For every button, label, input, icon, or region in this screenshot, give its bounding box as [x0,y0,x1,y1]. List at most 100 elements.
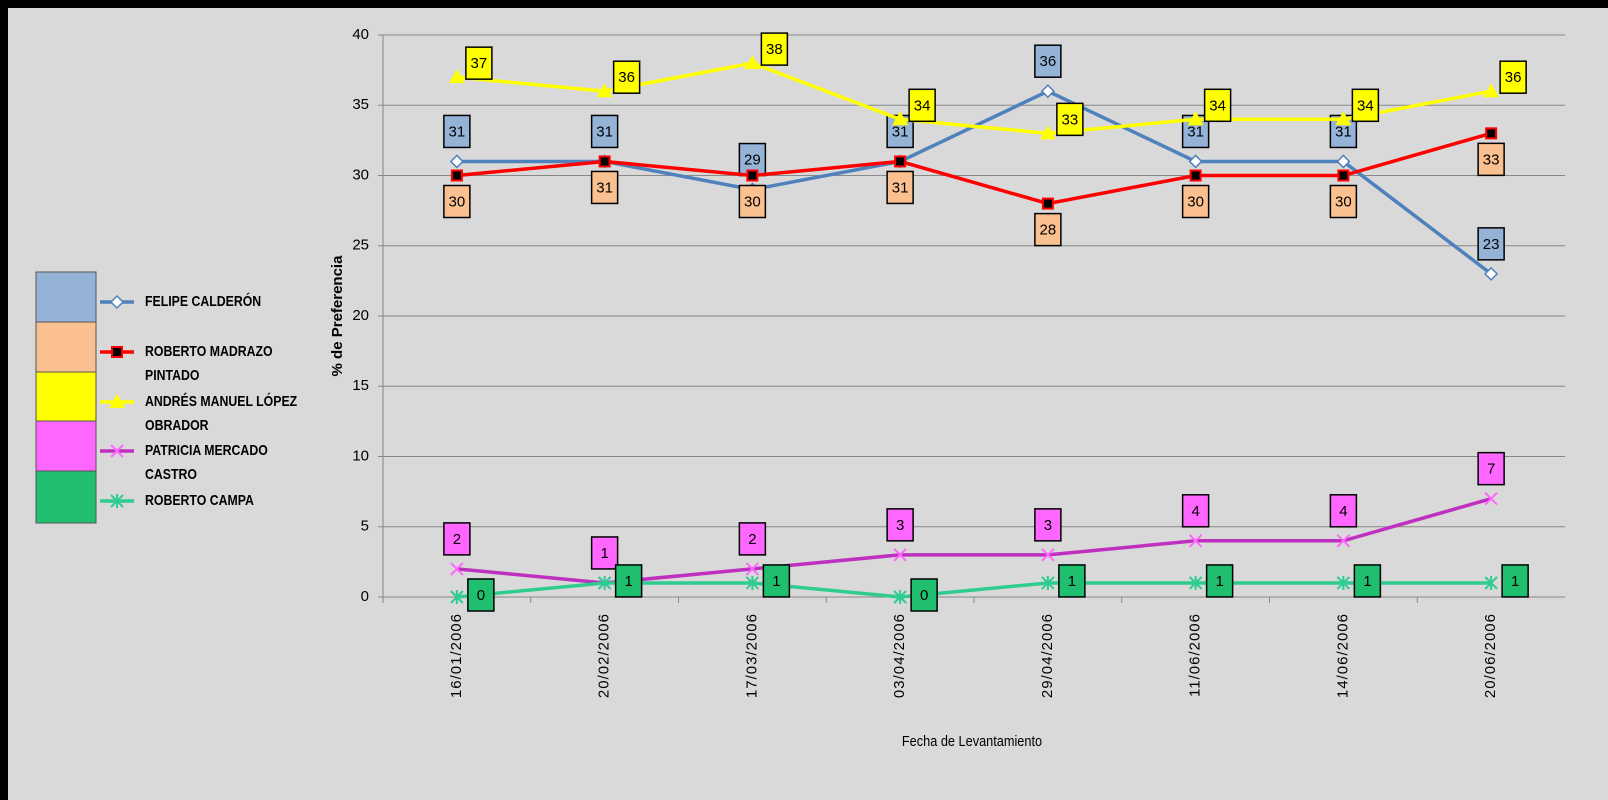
data-label: 4 [1339,503,1347,520]
data-label: 1 [1363,573,1371,590]
marker [745,562,760,576]
data-label-box [910,578,938,612]
legend-photo [35,321,97,375]
y-tick-label: 35 [352,96,369,113]
marker [1041,548,1055,562]
data-label-box [1329,184,1358,219]
data-label: 7 [1487,461,1495,478]
legend-photo [35,271,97,325]
data-label: 3 [1044,517,1052,534]
marker [596,83,613,98]
data-label-box [590,114,619,149]
data-label: 30 [1187,193,1204,210]
y-tick-label: 40 [352,26,369,43]
legend-label: ROBERTO MADRAZO PINTADO [145,343,273,384]
y-axis-title: % de Preferencia [329,255,346,377]
marker [1336,534,1351,548]
marker [1188,534,1203,548]
data-label-box [908,88,936,123]
x-tick-label: 11/06/2006 [1187,613,1204,697]
data-label-box [738,184,767,219]
x-tick-label: 14/06/2006 [1334,613,1351,698]
data-label-box [465,46,493,80]
marker [1483,83,1500,98]
data-label-box [612,60,641,94]
marker [894,155,907,168]
marker [1041,197,1054,210]
data-label-box [1181,184,1210,219]
y-tick-label: 20 [352,307,369,324]
legend-label: FELIPE CALDERÓN [145,293,262,310]
chart: % de Preferencia Fecha de Levantamiento … [35,26,1565,749]
data-label: 1 [772,573,780,590]
data-label-box [1499,60,1527,94]
data-label: 29 [744,152,761,169]
data-label: 37 [471,55,488,72]
data-label: 30 [449,193,466,210]
data-label: 36 [1040,53,1057,70]
x-tick-label: 17/03/2006 [743,613,760,698]
legend-photo [35,470,97,524]
marker [111,346,123,358]
data-label: 36 [1505,69,1522,86]
data-label-box [467,578,495,612]
data-label: 31 [1335,123,1352,140]
data-label: 1 [1215,573,1223,590]
chart-frame: % de Preferencia Fecha de Levantamiento … [8,8,1608,800]
marker [1337,169,1350,182]
data-label-box [1181,494,1210,528]
marker [450,590,464,604]
marker [1485,127,1498,140]
marker [893,590,907,604]
marker [1484,575,1498,590]
legend-photo [35,371,97,425]
data-label-box [443,184,471,219]
data-label: 31 [1187,123,1204,140]
legend-photo [35,420,97,474]
data-label: 30 [1335,193,1352,210]
data-label-box [1034,508,1062,542]
data-label-box [590,536,619,570]
data-label: 3 [896,517,904,534]
line [456,581,1492,599]
marker [1188,575,1203,590]
y-tick-label: 30 [352,166,369,183]
data-label-box [1353,564,1382,598]
legend-label: ANDRÉS MANUEL LÓPEZ OBRADOR [145,393,298,434]
data-label-box [1058,564,1086,598]
y-tick-label: 5 [361,518,369,535]
y-tick-label: 0 [361,588,369,605]
marker [109,394,125,408]
data-label-box [886,508,914,542]
data-label: 2 [748,531,756,548]
data-label-box [1477,451,1505,486]
x-tick-label: 03/04/2006 [891,613,908,698]
data-label: 36 [618,69,635,86]
data-label-box [1501,564,1529,598]
data-label: 31 [892,123,909,140]
data-label: 31 [596,123,613,140]
x-axis-title: Fecha de Levantamiento [902,732,1042,749]
marker [1335,111,1352,126]
data-label-box [760,32,789,66]
data-label: 4 [1191,503,1199,520]
marker [597,575,612,590]
data-label: 34 [1357,97,1374,114]
marker [745,575,760,590]
data-label: 33 [1062,111,1079,128]
marker [1041,575,1055,590]
marker [1336,575,1351,590]
marker [1484,491,1498,506]
data-label: 31 [449,123,466,140]
marker [1187,111,1204,126]
marker [1040,84,1055,99]
series: 2 1 2 3 3 4 4 7 [443,451,1505,590]
marker [744,55,761,70]
data-label: 34 [1209,97,1226,114]
marker [1484,266,1499,281]
data-label: 0 [920,587,928,604]
data-label-box [1477,142,1505,177]
legend-label: PATRICIA MERCADO CASTRO [145,442,268,483]
data-label: 2 [453,531,461,548]
series: 37 36 38 34 33 34 34 36 [448,32,1527,140]
